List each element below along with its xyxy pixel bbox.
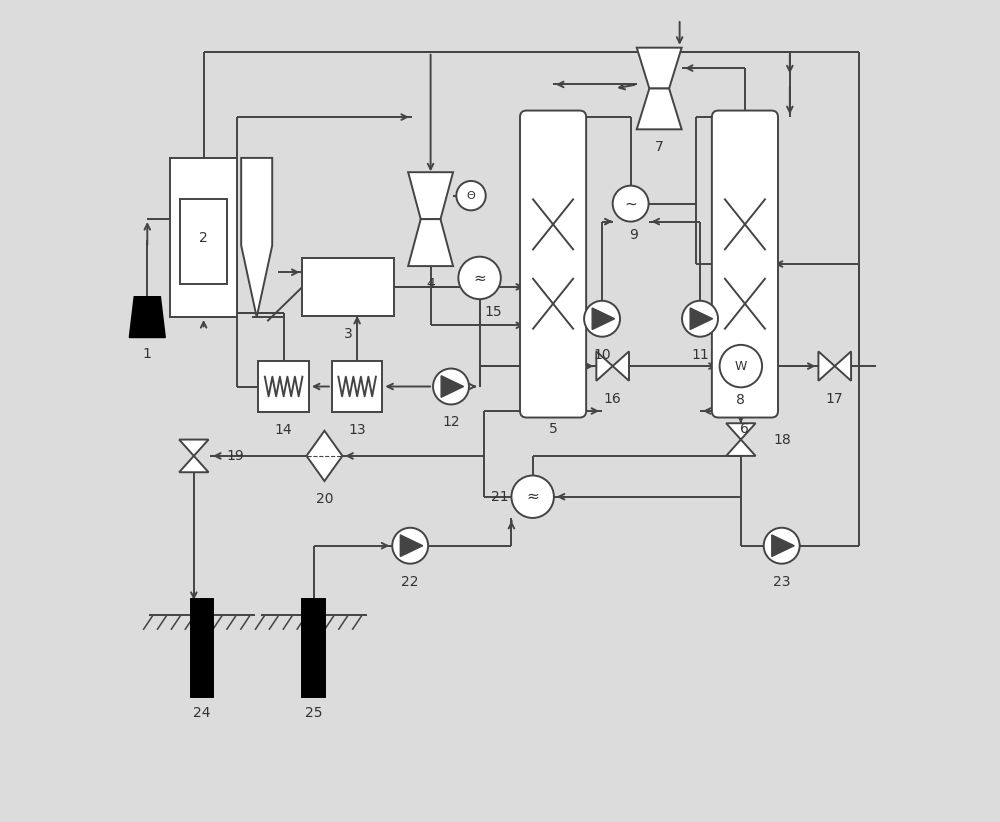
Text: 24: 24	[193, 706, 211, 720]
Text: Θ: Θ	[467, 191, 475, 201]
Polygon shape	[818, 351, 835, 381]
Polygon shape	[690, 308, 713, 330]
Bar	[170, 158, 237, 317]
Text: 19: 19	[226, 449, 244, 463]
Bar	[332, 361, 382, 412]
Polygon shape	[441, 376, 464, 397]
Text: 9: 9	[629, 228, 638, 242]
Bar	[258, 361, 309, 412]
Circle shape	[458, 256, 501, 299]
Text: 25: 25	[305, 706, 323, 720]
Polygon shape	[613, 351, 629, 381]
Text: 11: 11	[691, 348, 709, 362]
Text: 8: 8	[736, 394, 745, 408]
Text: 21: 21	[491, 490, 508, 504]
Circle shape	[392, 528, 428, 564]
Polygon shape	[179, 440, 209, 456]
Polygon shape	[637, 48, 682, 89]
Bar	[191, 598, 213, 697]
Polygon shape	[408, 172, 453, 219]
Text: 18: 18	[774, 432, 791, 446]
Text: 6: 6	[740, 422, 749, 436]
Text: 5: 5	[549, 422, 557, 436]
Circle shape	[511, 475, 554, 518]
Circle shape	[613, 186, 649, 222]
Text: 7: 7	[655, 141, 664, 155]
Bar	[302, 598, 325, 697]
Polygon shape	[835, 351, 851, 381]
Circle shape	[584, 301, 620, 337]
Text: 20: 20	[316, 492, 333, 506]
Polygon shape	[400, 535, 423, 556]
Circle shape	[682, 301, 718, 337]
Bar	[180, 199, 227, 284]
Text: 16: 16	[604, 392, 622, 406]
Text: 14: 14	[275, 423, 292, 436]
Text: 2: 2	[199, 230, 208, 244]
Text: ~: ~	[624, 196, 637, 211]
Polygon shape	[596, 351, 613, 381]
Circle shape	[720, 345, 762, 387]
Text: ≈: ≈	[526, 489, 539, 504]
Bar	[302, 257, 394, 316]
Circle shape	[433, 368, 469, 404]
Polygon shape	[637, 89, 682, 129]
Polygon shape	[408, 219, 453, 266]
Text: 15: 15	[485, 305, 502, 319]
Polygon shape	[179, 456, 209, 472]
Polygon shape	[241, 158, 272, 317]
FancyBboxPatch shape	[712, 110, 778, 418]
Polygon shape	[307, 431, 342, 481]
Text: 22: 22	[401, 575, 419, 589]
Circle shape	[764, 528, 800, 564]
Text: ≈: ≈	[473, 270, 486, 285]
Text: 12: 12	[442, 415, 460, 429]
Polygon shape	[726, 423, 756, 440]
Polygon shape	[772, 535, 794, 556]
Polygon shape	[129, 297, 165, 338]
Circle shape	[456, 181, 486, 210]
Polygon shape	[726, 440, 756, 456]
Text: 10: 10	[593, 348, 611, 362]
Text: 1: 1	[143, 347, 152, 361]
Text: 13: 13	[348, 423, 366, 436]
Text: 3: 3	[344, 327, 353, 341]
Text: 17: 17	[826, 392, 844, 406]
Polygon shape	[592, 308, 615, 330]
Text: W: W	[735, 359, 747, 372]
Text: 4: 4	[426, 277, 435, 291]
Text: 23: 23	[773, 575, 790, 589]
FancyBboxPatch shape	[520, 110, 586, 418]
